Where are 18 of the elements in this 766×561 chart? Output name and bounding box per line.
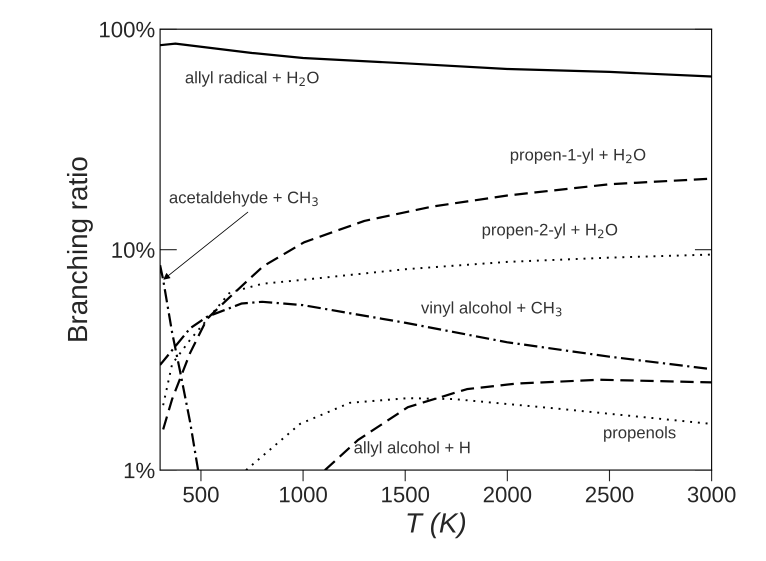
annotation: propenols xyxy=(604,426,676,442)
y-tick-label: 100% xyxy=(100,22,154,38)
x-tick-label: 500 xyxy=(183,486,219,502)
annotation: acetaldehyde + CH$_{3}$ xyxy=(170,191,318,207)
annotation: propen-2-yl + H$_{2}$O xyxy=(482,223,618,239)
x-tick-label: 1500 xyxy=(382,486,430,502)
annotation: propen-1-yl + H$_{2}$O xyxy=(510,148,646,164)
x-tick-label: 2000 xyxy=(484,486,532,502)
y-tick-label: 10% xyxy=(112,242,154,258)
y-tick-label: 1% xyxy=(124,462,154,478)
x-tick-label: 3000 xyxy=(688,486,736,502)
x-axis-title: T (K) xyxy=(407,512,466,538)
annotation: allyl radical + H$_{2}$O xyxy=(186,71,319,87)
y-axis-title: Branching ratio xyxy=(66,157,93,341)
x-tick-label: 1000 xyxy=(280,486,327,502)
x-tick-label: 2500 xyxy=(586,486,634,502)
annotation: vinyl alcohol + CH$_{3}$ xyxy=(421,301,562,317)
annotation: allyl alcohol + H xyxy=(354,441,470,457)
